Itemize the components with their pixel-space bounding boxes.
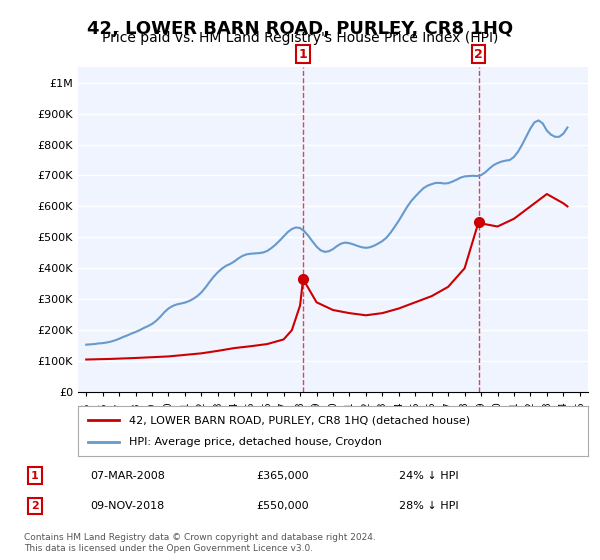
Text: 07-MAR-2008: 07-MAR-2008: [90, 470, 165, 480]
Text: 42, LOWER BARN ROAD, PURLEY, CR8 1HQ (detached house): 42, LOWER BARN ROAD, PURLEY, CR8 1HQ (de…: [129, 415, 470, 425]
Text: 1: 1: [31, 470, 39, 480]
Text: Price paid vs. HM Land Registry's House Price Index (HPI): Price paid vs. HM Land Registry's House …: [102, 31, 498, 45]
Text: 1: 1: [299, 48, 307, 60]
Text: 2: 2: [31, 501, 39, 511]
Text: £365,000: £365,000: [256, 470, 308, 480]
Text: Contains HM Land Registry data © Crown copyright and database right 2024.
This d: Contains HM Land Registry data © Crown c…: [24, 533, 376, 553]
Text: £550,000: £550,000: [256, 501, 308, 511]
Text: 42, LOWER BARN ROAD, PURLEY, CR8 1HQ: 42, LOWER BARN ROAD, PURLEY, CR8 1HQ: [87, 20, 513, 38]
Text: 28% ↓ HPI: 28% ↓ HPI: [400, 501, 459, 511]
Text: 2: 2: [474, 48, 483, 60]
Text: HPI: Average price, detached house, Croydon: HPI: Average price, detached house, Croy…: [129, 437, 382, 447]
Text: 09-NOV-2018: 09-NOV-2018: [90, 501, 164, 511]
Text: 24% ↓ HPI: 24% ↓ HPI: [400, 470, 459, 480]
